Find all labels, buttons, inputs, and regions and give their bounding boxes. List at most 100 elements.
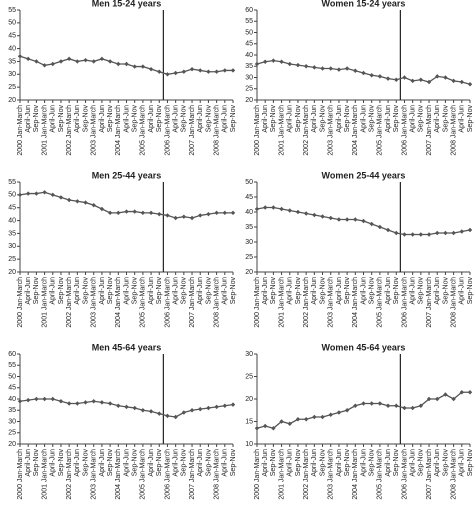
data-point (140, 210, 146, 216)
data-point (344, 217, 350, 222)
y-tick-label: 25 (8, 430, 16, 437)
y-tick-label: 30 (245, 74, 253, 81)
data-point (34, 396, 39, 402)
x-tick-label: April-Jun (25, 277, 32, 305)
x-tick-label: 2007 Jan-March (189, 449, 196, 500)
data-point (459, 390, 465, 395)
data-point (140, 408, 146, 413)
x-tick-label: Sep-Nov (442, 277, 449, 305)
x-tick-label: April-Jun (336, 277, 343, 305)
x-tick-label: Sep-Nov (82, 105, 89, 133)
data-point (124, 209, 129, 214)
y-tick-label: 35 (245, 224, 253, 231)
y-tick-label: 45 (8, 385, 16, 392)
x-tick-label: April-Jun (50, 449, 57, 477)
x-tick-label: April-Jun (360, 277, 367, 305)
x-tick-label: 2003 Jan-March (91, 277, 98, 328)
x-tick-label: 2005 Jan-March (377, 277, 384, 328)
x-tick-label: 2007 Jan-March (189, 105, 196, 156)
data-point (410, 78, 415, 84)
x-tick-label: April-Jun (74, 277, 81, 305)
data-point (271, 426, 276, 431)
y-tick-label: 45 (245, 194, 253, 201)
data-point (435, 396, 440, 402)
y-tick-label: 30 (8, 418, 16, 425)
data-point (222, 210, 228, 216)
chart-title: Men 15-24 years (92, 0, 162, 8)
x-tick-label: 2000 Jan-March (17, 277, 24, 328)
x-tick-label: Sep-Nov (107, 277, 114, 305)
x-tick-label: Sep-Nov (369, 105, 376, 133)
data-point (66, 56, 72, 62)
x-tick-label: Sep-Nov (82, 449, 89, 477)
data-point (83, 400, 88, 405)
x-tick-label: Sep-Nov (230, 277, 237, 305)
data-point (312, 65, 317, 70)
x-tick-label: Sep-Nov (156, 277, 163, 305)
data-point (254, 61, 260, 67)
x-tick-label: Sep-Nov (295, 277, 302, 305)
x-tick-label: 2003 Jan-March (91, 105, 98, 156)
x-tick-label: 2004 Jan-March (115, 449, 122, 500)
x-tick-label: April-Jun (74, 105, 81, 133)
y-tick-label: 40 (8, 396, 16, 403)
data-point (303, 64, 309, 69)
data-point (17, 54, 23, 59)
data-point (50, 396, 55, 402)
x-tick-label: 2006 Jan-March (164, 449, 171, 500)
data-point (189, 215, 195, 221)
x-tick-label: Sep-Nov (393, 105, 400, 133)
x-tick-label: April-Jun (50, 105, 57, 133)
data-point (222, 68, 228, 73)
data-point (402, 232, 407, 237)
x-tick-label: Sep-Nov (181, 277, 188, 305)
data-point (377, 74, 383, 79)
data-point (157, 411, 162, 416)
x-tick-label: 2007 Jan-March (426, 105, 433, 156)
x-tick-label: 2002 Jan-March (303, 449, 310, 500)
data-point (58, 399, 64, 404)
data-point (287, 421, 292, 426)
y-tick-label: 60 (245, 7, 253, 14)
data-point (394, 77, 399, 82)
x-tick-label: 2003 Jan-March (328, 277, 335, 328)
data-point (262, 59, 268, 64)
x-tick-label: 2000 Jan-March (254, 449, 261, 500)
x-tick-label: Sep-Nov (418, 277, 425, 305)
data-point (17, 192, 23, 198)
x-tick-label: 2006 Jan-March (164, 105, 171, 156)
x-tick-label: 2002 Jan-March (303, 277, 310, 328)
y-tick-label: 30 (8, 243, 16, 250)
x-tick-label: April-Jun (262, 105, 269, 133)
y-tick-label: 20 (245, 396, 253, 403)
x-tick-label: 2006 Jan-March (401, 105, 408, 156)
data-point (451, 396, 456, 402)
data-point (173, 215, 178, 221)
y-tick-label: 50 (245, 179, 253, 186)
x-tick-label: April-Jun (25, 105, 32, 133)
x-tick-label: 2005 Jan-March (377, 449, 384, 500)
data-point (320, 66, 325, 71)
y-tick-label: 30 (245, 351, 253, 358)
data-point (394, 403, 399, 408)
x-tick-label: 2005 Jan-March (140, 277, 147, 328)
data-point (418, 403, 424, 408)
data-point (58, 195, 64, 200)
x-tick-label: April-Jun (409, 105, 416, 133)
data-point (353, 217, 358, 222)
data-point (435, 74, 440, 79)
x-tick-label: April-Jun (25, 449, 32, 477)
y-tick-label: 25 (245, 86, 253, 93)
data-point (148, 409, 154, 414)
x-tick-label: April-Jun (287, 277, 294, 305)
data-point (287, 61, 292, 67)
data-point (198, 68, 203, 73)
x-tick-label: Sep-Nov (270, 105, 277, 133)
y-tick-label: 20 (245, 97, 253, 104)
y-tick-label: 35 (8, 230, 16, 237)
data-point (336, 410, 342, 415)
data-point (25, 191, 31, 196)
x-tick-label: Sep-Nov (181, 449, 188, 477)
data-point (467, 82, 473, 87)
data-point (214, 404, 219, 410)
